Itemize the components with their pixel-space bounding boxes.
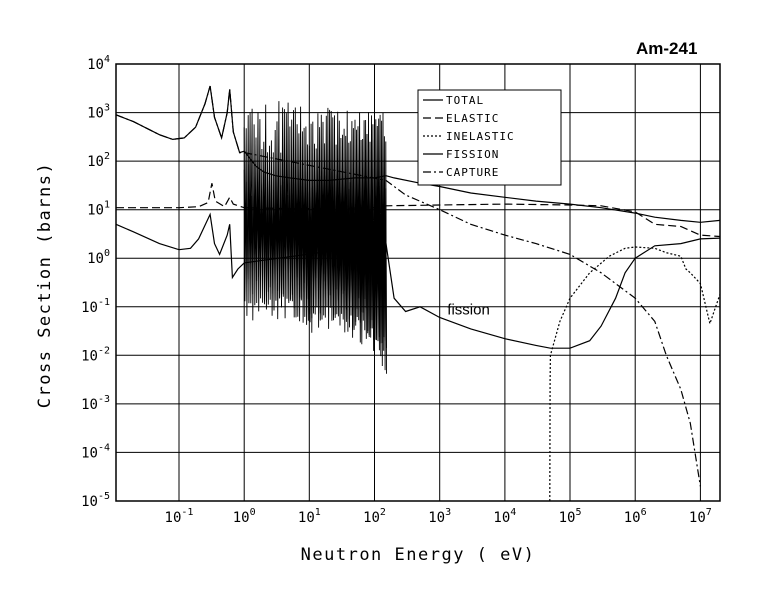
y-axis-label: Cross Section (barns) (35, 162, 55, 408)
x-tick-label-7: 106 (624, 507, 647, 526)
x-tick-label-8: 107 (689, 507, 712, 526)
y-tick-label-1: 103 (87, 103, 110, 122)
series-capture (115, 85, 701, 487)
legend: TOTAL ELASTIC INELASTIC FISSION CAPTURE (417, 89, 562, 186)
x-tick-label-4: 103 (428, 507, 451, 526)
series-elastic (116, 183, 721, 238)
y-tick-label-8: 10-4 (81, 442, 110, 461)
y-tick-label-6: 10-2 (81, 345, 110, 364)
y-tick-label-3: 101 (87, 200, 110, 219)
x-tick-label-2: 101 (298, 507, 321, 526)
series-inelastic (549, 246, 721, 502)
y-tick-label-2: 102 (87, 151, 110, 170)
series-fission (115, 212, 721, 349)
y-tick-label-0: 104 (87, 54, 110, 73)
x-tick-label-6: 105 (559, 507, 582, 526)
x-tick-label-3: 102 (363, 507, 386, 526)
legend-box (417, 89, 562, 186)
x-tick-labels: 10-1 100 101 102 103 104 105 106 107 (165, 507, 712, 526)
legend-label-inelastic: INELASTIC (446, 130, 515, 143)
y-tick-label-9: 10-5 (81, 491, 110, 510)
y-tick-label-7: 10-3 (81, 394, 110, 413)
legend-label-fission: FISSION (446, 148, 499, 161)
x-tick-label-0: 10-1 (165, 507, 194, 526)
y-tick-label-5: 10-1 (81, 297, 110, 316)
y-tick-label-4: 100 (87, 248, 110, 267)
fission-annotation: fission (447, 301, 490, 318)
x-axis-label: Neutron Energy ( eV) (301, 545, 536, 565)
y-tick-labels: 104 103 102 101 100 10-1 10-2 10-3 10-4 10-5 (81, 54, 110, 510)
legend-label-capture: CAPTURE (446, 166, 499, 179)
legend-label-elastic: ELASTIC (446, 112, 499, 125)
plot-frame (115, 63, 721, 502)
x-tick-label-1: 100 (233, 507, 256, 526)
chart-title: Am-241 (636, 39, 698, 58)
legend-label-total: TOTAL (446, 94, 484, 107)
resonance-elastic-fission (243, 164, 387, 351)
x-tick-label-5: 104 (493, 507, 516, 526)
resonance-band (243, 101, 387, 374)
